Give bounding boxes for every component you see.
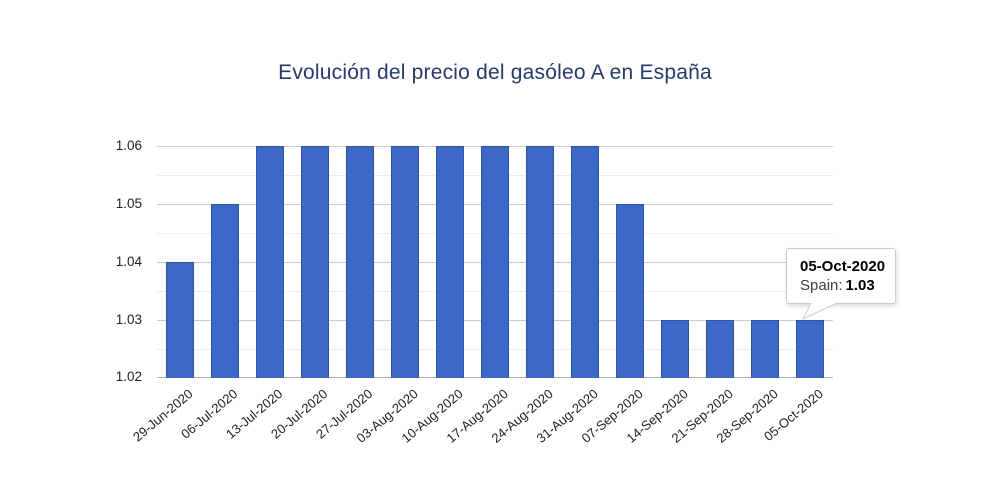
bar[interactable] — [661, 320, 689, 378]
bar[interactable] — [796, 320, 824, 378]
tooltip-series-label: Spain: — [800, 277, 843, 294]
bar[interactable] — [346, 146, 374, 378]
bar[interactable] — [706, 320, 734, 378]
tooltip-series-row: Spain: 1.03 — [800, 276, 895, 295]
bar[interactable] — [571, 146, 599, 378]
x-axis: 29-Jun-2020 06-Jul-2020 13-Jul-2020 20-Jul-… — [130, 378, 833, 488]
y-axis: 1.02 1.03 1.04 1.05 1.06 — [88, 138, 142, 384]
bar[interactable] — [166, 262, 194, 378]
bar[interactable] — [436, 146, 464, 378]
bar[interactable] — [751, 320, 779, 378]
bar[interactable] — [391, 146, 419, 378]
bar[interactable] — [301, 146, 329, 378]
y-tick-label: 1.04 — [115, 254, 142, 269]
tooltip-value: 1.03 — [845, 277, 875, 294]
bar[interactable] — [256, 146, 284, 378]
bar[interactable] — [616, 204, 644, 378]
tooltip-date: 05-Oct-2020 — [800, 258, 886, 275]
tooltip: 05-Oct-2020 Spain: 1.03 — [786, 248, 896, 320]
y-tick-label: 1.03 — [115, 312, 142, 327]
plot-area — [157, 146, 833, 378]
y-tick-label: 1.06 — [115, 138, 142, 153]
bar[interactable] — [211, 204, 239, 378]
y-tick-label: 1.05 — [115, 196, 142, 211]
chart-title: Evolución del precio del gasóleo A en Es… — [278, 61, 712, 84]
tooltip-pointer-icon — [801, 302, 838, 320]
bar[interactable] — [526, 146, 554, 378]
bar[interactable] — [481, 146, 509, 378]
y-tick-label: 1.02 — [115, 369, 142, 384]
